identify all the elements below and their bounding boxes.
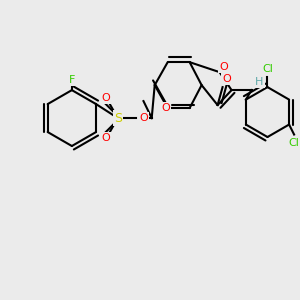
Text: Cl: Cl — [262, 64, 273, 74]
Text: H: H — [255, 77, 264, 87]
Text: Cl: Cl — [289, 137, 299, 148]
Text: O: O — [222, 74, 231, 84]
Text: O: O — [101, 133, 110, 143]
Text: O: O — [140, 113, 148, 123]
Text: O: O — [161, 103, 170, 113]
Text: F: F — [69, 75, 75, 85]
Text: O: O — [219, 62, 228, 72]
Text: S: S — [114, 112, 122, 124]
Text: O: O — [101, 93, 110, 103]
